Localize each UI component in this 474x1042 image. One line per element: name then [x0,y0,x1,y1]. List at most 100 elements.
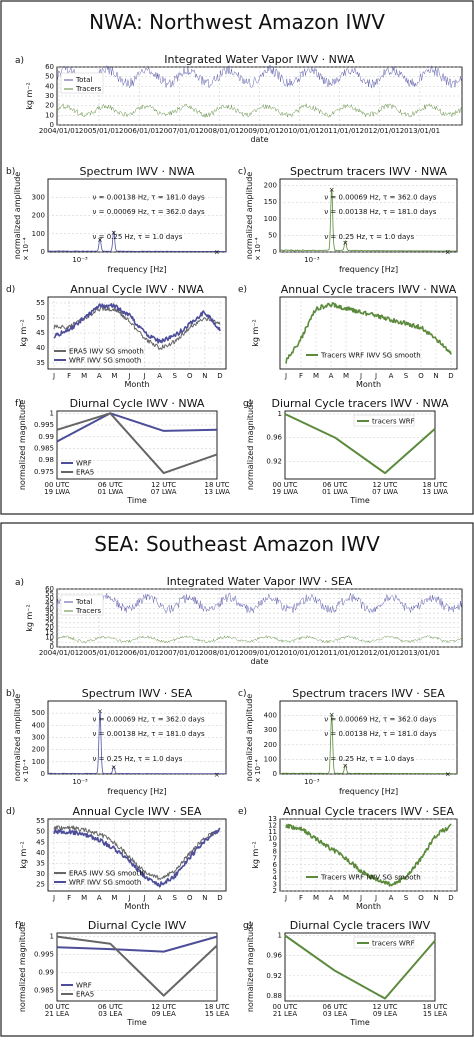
plot-frame [56,410,218,480]
series-line-tracers [56,103,463,118]
month-tick-label: J [374,894,377,902]
y-axis-label: normalized magnitude [246,400,255,490]
x-tick-label: 07 LWA [372,488,398,496]
y-axis-label: normalized amplitude [245,694,254,782]
peak-annotation: ν = 0.25 Hz, τ = 1.0 days [93,755,183,763]
y-tick-label: 0.96 [266,434,282,442]
spectrum-line [47,230,226,252]
y-tick-label: 300 [32,193,45,201]
series-line-total [56,64,463,89]
month-tick-label: M [81,372,87,380]
panel-title: Diurnal Cycle IWV · NWA [70,397,205,410]
month-tick-label: A [97,894,102,902]
y-tick-label: 20 [45,624,54,632]
peak-annotation: ν = 0.25 Hz, τ = 1.0 days [324,233,414,241]
x-tick-label: 19 LWA [272,488,298,496]
y-tick-label: 0.98 [38,456,54,464]
x-tick-label: 2007/01/01 [159,649,199,657]
peak-marker: × [214,249,220,257]
y-axis-label: normalized magnitude [246,922,255,1012]
month-tick-label: F [299,894,303,902]
x-tick-label: 12 UTC [372,1003,397,1011]
x-axis-label: date [250,657,268,666]
x-tick-label: 15 LEA [205,1010,229,1018]
y-tick-label: 0.995 [34,421,54,429]
month-tick-label: M [343,894,349,902]
month-tick-label: M [111,372,117,380]
x-tick-label: 03 LEA [323,1010,347,1018]
panel-letter: b) [6,689,15,699]
panel-title: Spectrum tracers IWV · SEA [292,687,445,700]
diurnal-series-line [56,412,218,475]
legend-label: Tracers [75,607,101,615]
y-tick-label: 0.99 [38,968,54,976]
x-tick-label: 13 LWA [204,488,230,496]
month-tick-label: N [202,372,207,380]
y-axis-label: kg m⁻² [251,319,260,346]
peak-annotation: ν = 0.25 Hz, τ = 1.0 days [93,233,183,241]
x-tick-label: 12 UTC [372,481,397,489]
x-tick-label: 15 LEA [423,1010,447,1018]
month-tick-label: S [173,894,178,902]
x-tick-label: 01 LWA [97,488,123,496]
peak-marker: × [111,229,117,237]
x-tick-label: 00 UTC [44,1003,69,1011]
y-tick-label: 50 [36,314,45,322]
x-tick-label: 2010/01/01 [279,649,319,657]
x-tick-label: 18 UTC [422,1003,447,1011]
y-tick-label: 60 [45,63,54,71]
y-tick-label: 150 [264,198,277,206]
diurnal-series-line [56,412,218,443]
y-tick-label: 15 [45,629,54,637]
y-tick-label: 30 [36,870,45,878]
peak-annotation: ν = 0.00069 Hz, τ = 362.0 days [93,208,205,216]
peak-marker: × [329,186,335,194]
y-tick-label: 2 [273,887,277,895]
y-tick-label: 100 [264,215,277,223]
month-tick-label: F [67,894,71,902]
x-tick-label: 10⁻³ [72,256,88,264]
x-axis-label: frequency [Hz] [339,787,398,796]
x-tick-label: 2008/01/01 [199,649,239,657]
y-tick-label: 1 [278,410,282,418]
y-tick-label: 400 [32,721,45,729]
plot-frame [47,818,227,892]
month-tick-label: J [284,372,287,380]
y-tick-label: 0.985 [34,445,54,453]
y-axis-label: normalized amplitude [13,172,22,260]
y-tick-label: 200 [264,182,277,190]
y-tick-label: 0.92 [266,972,282,980]
y-axis-label: normalized amplitude [13,694,22,782]
y-tick-label: 45 [45,600,54,608]
panel-letter: e) [238,807,247,817]
series-line-tracers [56,635,463,644]
y-axis-label: kg m⁻² [25,82,34,109]
month-tick-label: D [448,372,453,380]
x-axis-label: Time [126,496,147,505]
x-axis-label: Time [349,496,370,505]
month-tick-label: D [217,894,222,902]
y-tick-label: 35 [36,359,45,367]
y-tick-label: 0.92 [266,457,282,465]
month-tick-label: M [343,372,349,380]
annual-series-line [53,827,221,888]
month-tick-label: A [157,372,162,380]
month-tick-label: F [67,372,71,380]
month-tick-label: J [284,894,287,902]
plot-frame [284,410,436,480]
month-tick-label: N [202,894,207,902]
y-tick-label: 55 [45,590,54,598]
y-tick-label: 40 [45,604,54,612]
y-tick-label: 0.975 [34,468,54,476]
x-tick-label: 00 UTC [272,1003,297,1011]
peak-annotation: ν = 0.00138 Hz, τ = 181.0 days [324,730,436,738]
x-tick-label: 00 UTC [44,481,69,489]
y-tick-label: 0.995 [34,950,54,958]
legend-label: ERA5 [76,991,94,999]
peak-marker: × [329,711,335,719]
x-tick-label: 19 LWA [44,488,70,496]
y-axis-label: kg m⁻² [19,319,28,346]
y-exponent: × 10⁻⁴ [22,759,30,783]
legend-label: tracers WRF [372,940,415,948]
x-tick-label: 2010/01/01 [279,127,319,135]
